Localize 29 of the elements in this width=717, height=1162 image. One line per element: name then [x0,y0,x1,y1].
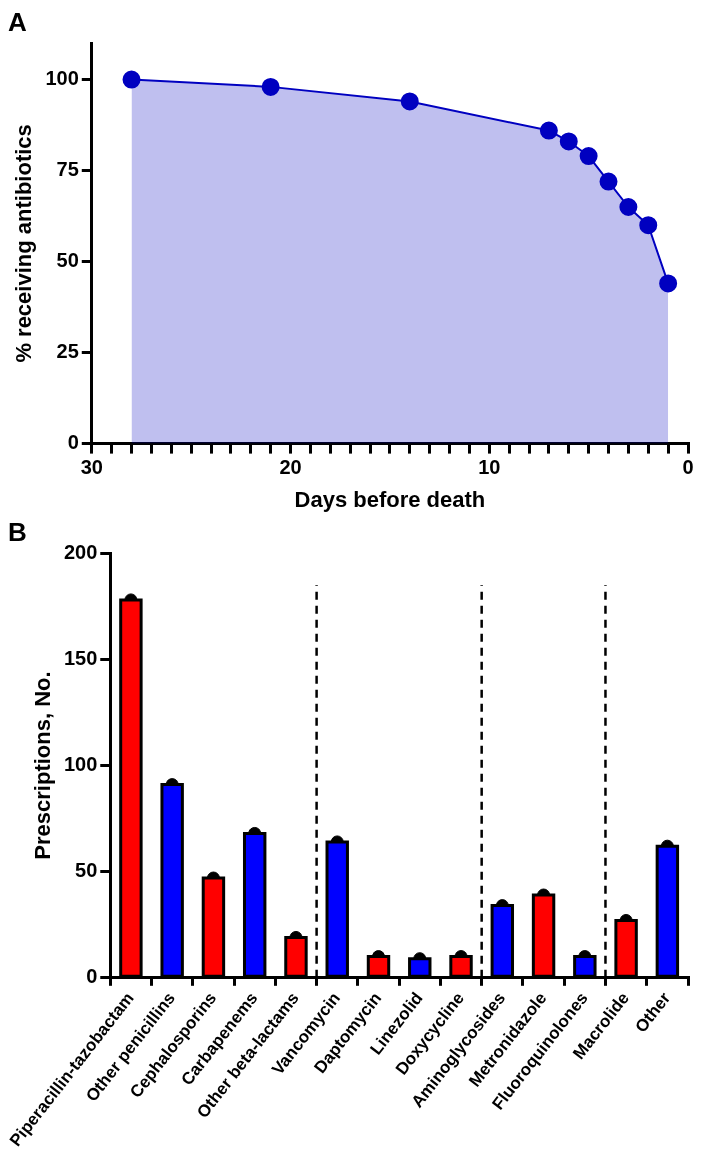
y-tick-label: 75 [56,158,79,181]
point [659,274,678,293]
y-tick-label: 150 [63,646,98,669]
y-axis-title: Prescriptions, No. [29,671,55,860]
y-tick-label: 50 [75,859,98,882]
y-tick-label: 50 [56,249,79,272]
point [559,132,578,151]
x-axis-title: Days before death [294,486,486,512]
point [579,147,598,166]
point [599,172,618,191]
chart-title: B [8,516,27,547]
point [539,121,558,140]
y-tick-label: 100 [63,753,98,776]
point [639,216,658,235]
point [400,92,419,111]
y-tick-label: 25 [56,340,79,363]
chart-title: A [8,6,27,37]
y-tick-label: 0 [86,965,98,988]
y-tick-label: 0 [67,431,79,454]
x-tick-label: 10 [478,456,501,479]
x-tick-label: 20 [279,456,302,479]
point [619,198,638,216]
point [122,70,141,89]
y-tick-label: 200 [63,540,98,563]
x-tick-label: 0 [682,456,694,479]
y-axis-title: % receiving antibiotics [11,124,37,363]
point [261,77,280,96]
x-tick-label: 30 [80,456,103,479]
y-tick-label: 100 [45,67,79,90]
